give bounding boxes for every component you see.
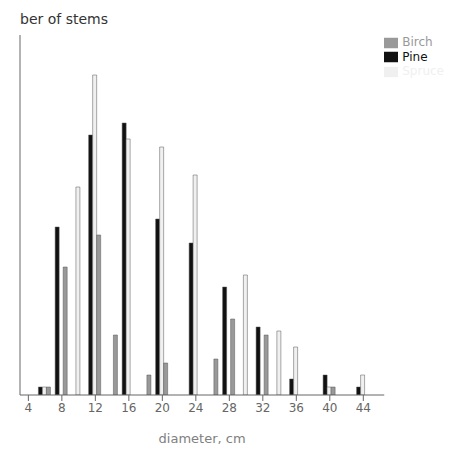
svg-text:12: 12 [88, 401, 103, 415]
svg-text:4: 4 [25, 401, 33, 415]
svg-text:32: 32 [255, 401, 270, 415]
svg-text:28: 28 [222, 401, 237, 415]
html-text:Birch: Birch [402, 35, 433, 49]
svg-text:44: 44 [356, 401, 371, 415]
svg-text:diameter, cm: diameter, cm [159, 431, 246, 446]
svg-text:20: 20 [155, 401, 170, 415]
svg-text:24: 24 [188, 401, 203, 415]
html-text:Pine: Pine [402, 49, 428, 64]
svg-text:16: 16 [121, 401, 136, 415]
svg-text:36: 36 [289, 401, 304, 415]
svg-text:40: 40 [322, 401, 337, 415]
svg-text:8: 8 [58, 401, 66, 415]
html-text:Spruce: Spruce [402, 64, 444, 78]
html-text:ber of stems: ber of stems [20, 11, 108, 27]
